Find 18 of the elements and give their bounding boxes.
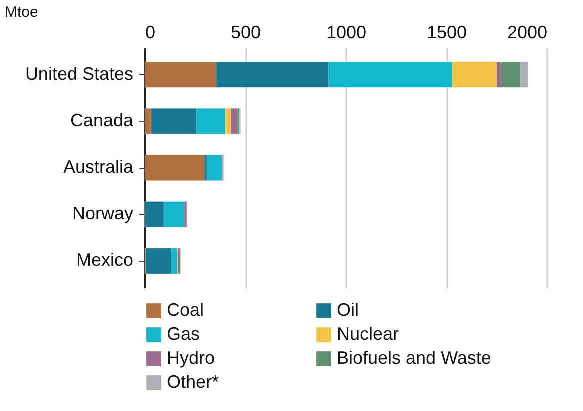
- legend-label: Biofuels and Waste: [337, 348, 492, 368]
- x-tick-label: 0: [146, 22, 156, 42]
- y-tick-label: Australia: [63, 157, 134, 177]
- legend-label: Nuclear: [337, 324, 400, 344]
- y-tick-label: Mexico: [76, 250, 134, 270]
- legend-label: Other*: [167, 372, 220, 392]
- x-axis-title: Mtoe: [5, 4, 38, 21]
- y-tick-label: Norway: [72, 204, 134, 224]
- x-tick-label: 1000: [326, 22, 367, 42]
- x-tick-label: 500: [230, 22, 262, 42]
- y-tick-label: Canada: [70, 110, 134, 130]
- x-tick-label: 2000: [507, 22, 548, 42]
- legend-label: Gas: [167, 324, 200, 344]
- x-tick-label: 1500: [426, 22, 468, 42]
- y-tick-label: United States: [25, 64, 134, 84]
- legend-label: Oil: [337, 300, 359, 320]
- legend-label: Hydro: [167, 348, 216, 368]
- legend-label: Coal: [167, 300, 204, 320]
